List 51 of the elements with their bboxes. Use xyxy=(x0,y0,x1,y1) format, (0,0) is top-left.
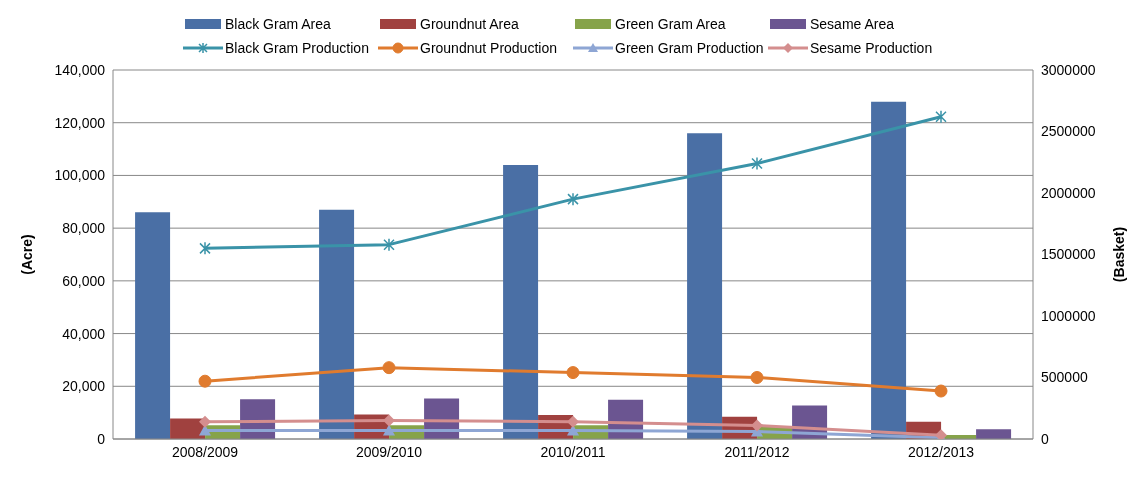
point xyxy=(751,156,763,171)
y2-axis-title: (Basket) xyxy=(1111,226,1127,283)
bar xyxy=(687,133,723,439)
bar xyxy=(976,429,1012,439)
legend-label: Green Gram Production xyxy=(615,40,764,56)
x-tick-label: 2012/2013 xyxy=(907,443,975,460)
point xyxy=(750,371,764,384)
y2-tick-label: 3000000 xyxy=(1041,61,1096,78)
y-tick-label: 20,000 xyxy=(62,378,106,395)
point xyxy=(383,237,395,252)
x-tick-label: 2010/2011 xyxy=(540,443,606,460)
point xyxy=(567,192,579,206)
point xyxy=(198,374,212,388)
point xyxy=(567,415,579,428)
point xyxy=(383,414,395,427)
y-tick-label: 0 xyxy=(97,430,106,447)
bar xyxy=(503,164,539,439)
y-tick-label: 100,000 xyxy=(54,167,106,184)
legend-label: Black Gram Area xyxy=(225,16,331,32)
legend-label: Groundnut Production xyxy=(420,40,557,56)
y-tick-label: 60,000 xyxy=(62,272,106,289)
point xyxy=(566,366,580,380)
point xyxy=(382,361,396,375)
legend-label: Groundnut Area xyxy=(420,16,519,32)
y2-tick-label: 1500000 xyxy=(1041,246,1096,263)
y2-tick-label: 1000000 xyxy=(1041,307,1096,324)
y-tick-label: 120,000 xyxy=(54,114,106,131)
bar xyxy=(319,209,355,439)
x-tick-label: 2008/2009 xyxy=(171,443,239,460)
y-axis-title: (Acre) xyxy=(19,234,35,275)
legend-label: Green Gram Area xyxy=(615,16,726,32)
point xyxy=(199,241,211,256)
y2-tick-label: 2500000 xyxy=(1041,123,1096,140)
bar xyxy=(135,212,171,439)
legend-label: Black Gram Production xyxy=(225,40,369,56)
y2-tick-label: 2000000 xyxy=(1041,184,1096,201)
x-tick-label: 2011/2012 xyxy=(724,443,790,460)
legend-label: Sesame Production xyxy=(810,40,933,56)
bar xyxy=(871,101,907,439)
legend-label: Sesame Area xyxy=(810,16,895,32)
point xyxy=(383,424,395,436)
x-tick-label: 2009/2010 xyxy=(355,443,423,460)
y-tick-label: 40,000 xyxy=(62,325,106,342)
y2-tick-label: 0 xyxy=(1041,430,1049,447)
point xyxy=(935,109,947,124)
point xyxy=(751,419,763,432)
point xyxy=(199,415,211,428)
y2-tick-label: 500000 xyxy=(1041,369,1088,386)
point xyxy=(934,384,948,398)
y-tick-label: 140,000 xyxy=(54,61,106,78)
y-tick-label: 80,000 xyxy=(62,220,106,237)
